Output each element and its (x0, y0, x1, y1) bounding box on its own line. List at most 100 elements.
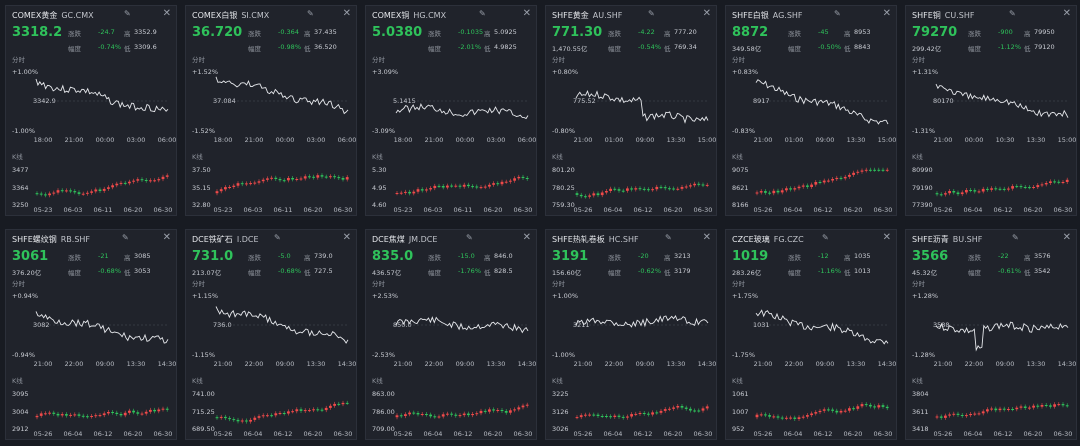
kline-chart (35, 406, 169, 420)
kline-candle (471, 414, 474, 416)
quote-card[interactable]: DCE焦煤 JM.DCE ✎ ✕ 835.0 436.57亿 涨跌 -15.0 幅度 -1.76%… (365, 229, 537, 440)
kline-candle (613, 188, 617, 190)
kline-candle (425, 189, 428, 191)
quote-card[interactable]: COMEX黄金 GC.CMX ✎ ✕ 3318.2 涨跌 -24.7 幅度 -0.74% 高 335… (5, 5, 177, 216)
intraday-prev-close: 775.52 (573, 97, 596, 105)
pct-label: 幅度 (608, 269, 621, 277)
low-value: 769.34 (674, 43, 697, 51)
kline-candle (215, 191, 219, 194)
intraday-section-label: 分时 (552, 56, 565, 64)
kline-candle (149, 180, 152, 182)
kline-candle (1028, 187, 1031, 189)
close-icon[interactable]: ✕ (342, 232, 351, 243)
kline-candle (433, 185, 437, 189)
quote-card[interactable]: SHFE黄金 AU.SHF ✎ ✕ 771.30 1,470.55亿 涨跌 -4.22 幅度 -0… (545, 5, 717, 216)
instrument-code: HC.SHF (608, 235, 639, 244)
close-icon[interactable]: ✕ (162, 232, 171, 243)
kline-candle (1065, 179, 1069, 182)
intraday-time-tick: 21:00 (753, 136, 773, 144)
pencil-icon[interactable]: ✎ (822, 233, 829, 242)
instrument-code: I.DCE (236, 235, 259, 244)
kline-candle (90, 416, 93, 417)
kline-date-tick: 06-12 (993, 206, 1013, 214)
kline-candle (492, 183, 495, 185)
pencil-icon[interactable]: ✎ (834, 9, 841, 18)
kline-top-price: 5.30 (372, 166, 387, 174)
quote-card[interactable]: DCE铁矿石 I.DCE ✎ ✕ 731.0 213.07亿 涨跌 -5.0 幅度 -0.68% 高… (185, 229, 357, 440)
kline-candle (341, 402, 345, 405)
kline-section-label: K线 (192, 153, 203, 161)
close-icon[interactable]: ✕ (522, 8, 531, 19)
kline-bottom-price: 77390 (912, 201, 933, 209)
pencil-icon[interactable]: ✎ (274, 233, 281, 242)
intraday-time-tick: 18:00 (393, 136, 413, 144)
instrument-name: COMEX铜 HG.CMX (372, 10, 446, 21)
kline-candle (881, 405, 885, 407)
kline-candle (90, 191, 93, 193)
quote-card[interactable]: COMEX铜 HG.CMX ✎ ✕ 5.0380 涨跌 -0.1035 幅度 -2.01% 高 5.… (365, 5, 537, 216)
kline-candle (994, 408, 998, 411)
intraday-top-pct: +1.00% (552, 292, 579, 300)
close-icon[interactable]: ✕ (162, 8, 171, 19)
intraday-top-pct: +1.52% (192, 68, 219, 76)
quote-card[interactable]: SHFE螺纹钢 RB.SHF ✎ ✕ 3061 376.20亿 涨跌 -21 幅度 -0.68% 高… (5, 229, 177, 440)
pencil-icon[interactable]: ✎ (1009, 9, 1016, 18)
quote-card[interactable]: SHFE铜 CU.SHF ✎ ✕ 79270 299.42亿 涨跌 -900 幅度 -1.12% 高… (905, 5, 1077, 216)
pencil-icon[interactable]: ✎ (466, 233, 473, 242)
high-label: 高 (844, 254, 851, 262)
quote-card[interactable]: SHFE热轧卷板 HC.SHF ✎ ✕ 3191 156.60亿 涨跌 -20 幅度 -0.62%… (545, 229, 717, 440)
pencil-icon[interactable]: ✎ (1012, 233, 1019, 242)
intraday-price-line (935, 321, 1069, 352)
kline-candle (425, 414, 428, 415)
quote-card[interactable]: COMEX白银 SI.CMX ✎ ✕ 36.720 涨跌 -0.364 幅度 -0.98% 高 37… (185, 5, 357, 216)
kline-candle (835, 177, 839, 180)
close-icon[interactable]: ✕ (1062, 232, 1071, 243)
close-icon[interactable]: ✕ (522, 232, 531, 243)
close-icon[interactable]: ✕ (882, 232, 891, 243)
pencil-icon[interactable]: ✎ (648, 9, 655, 18)
kline-candle (676, 188, 680, 190)
kline-candle (282, 413, 286, 414)
close-icon[interactable]: ✕ (882, 8, 891, 19)
intraday-bottom-pct: -1.15% (192, 351, 215, 359)
kline-candle (1036, 405, 1040, 407)
kline-candle (60, 414, 64, 416)
close-icon[interactable]: ✕ (342, 8, 351, 19)
close-icon[interactable]: ✕ (1062, 8, 1071, 19)
kline-candle (324, 176, 328, 178)
pencil-icon[interactable]: ✎ (124, 9, 131, 18)
intraday-price-line (35, 78, 169, 113)
kline-candle (496, 183, 500, 185)
instrument-name: DCE焦煤 JM.DCE (372, 234, 437, 245)
kline-top-price: 3804 (912, 390, 929, 398)
instrument-title: SHFE白银 (732, 11, 769, 20)
kline-candle (404, 191, 407, 193)
quote-card[interactable]: SHFE白银 AG.SHF ✎ ✕ 8872 349.58亿 涨跌 -45 幅度 -0.50% 高 8… (725, 5, 897, 216)
close-icon[interactable]: ✕ (702, 8, 711, 19)
kline-candle (462, 184, 466, 187)
close-icon[interactable]: ✕ (702, 232, 711, 243)
kline-candle (224, 187, 227, 190)
quote-card[interactable]: CZCE玻璃 FG.CZC ✎ ✕ 1019 283.26亿 涨跌 -12 幅度 -1.16% 高 1… (725, 229, 897, 440)
intraday-time-tick: 13:30 (306, 360, 326, 368)
intraday-bottom-pct: -1.75% (732, 351, 755, 359)
pencil-icon[interactable]: ✎ (122, 233, 129, 242)
low-label: 低 (1024, 45, 1031, 53)
change-label: 涨跌 (428, 254, 441, 262)
last-price: 3061 (12, 249, 49, 264)
pencil-icon[interactable]: ✎ (665, 233, 672, 242)
kline-candle (165, 175, 169, 177)
pencil-icon[interactable]: ✎ (307, 9, 314, 18)
kline-candle (1023, 406, 1027, 408)
kline-bottom-price: 759.30 (552, 201, 575, 209)
intraday-time-tick: 14:30 (877, 360, 897, 368)
intraday-time-tick: 10:30 (995, 136, 1015, 144)
quote-card[interactable]: SHFE沥青 BU.SHF ✎ ✕ 3566 45.32亿 涨跌 -22 幅度 -0.61% 高 35… (905, 229, 1077, 440)
kline-candle (123, 412, 127, 416)
change-label: 涨跌 (608, 254, 621, 262)
intraday-price-line (35, 311, 169, 344)
pencil-icon[interactable]: ✎ (479, 9, 486, 18)
kline-candle (856, 171, 860, 173)
kline-candle (1011, 186, 1014, 189)
kline-candle (483, 186, 487, 188)
